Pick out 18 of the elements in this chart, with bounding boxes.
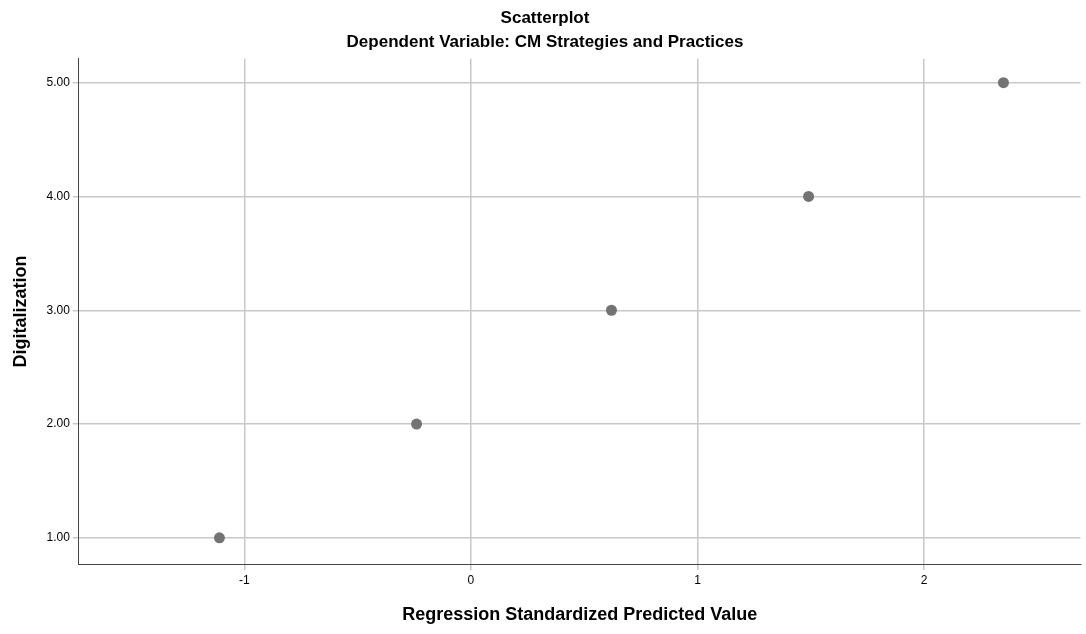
y-tick-label: 1.00 <box>46 530 71 545</box>
chart-title: Scatterplot <box>500 7 590 27</box>
point <box>411 418 423 430</box>
y-tick-label: 3.00 <box>46 302 71 317</box>
x-tick-label: 1 <box>694 572 702 587</box>
y-tick-label: 2.00 <box>46 416 71 431</box>
point <box>213 532 225 544</box>
x-tick-label: 0 <box>467 572 475 587</box>
x-tick-label: 2 <box>920 572 928 587</box>
y-axis-title: Digitalization <box>9 255 30 368</box>
point <box>605 304 617 316</box>
x-axis-title: Regression Standardized Predicted Value <box>402 604 758 625</box>
point <box>803 190 815 202</box>
y-tick-label: 5.00 <box>46 75 71 90</box>
y-tick-label: 4.00 <box>46 188 71 203</box>
chart-subtitle: Dependent Variable: CM Strategies and Practices <box>346 32 744 52</box>
point <box>997 77 1009 89</box>
x-tick-label: -1 <box>239 572 251 587</box>
